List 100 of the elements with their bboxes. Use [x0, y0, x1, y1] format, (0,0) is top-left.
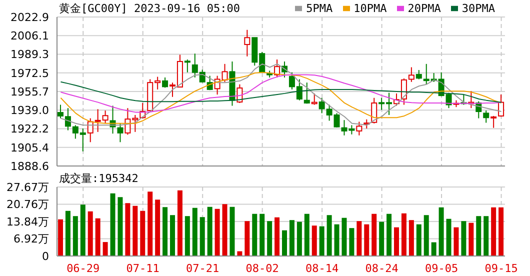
bar — [267, 221, 272, 256]
bar — [110, 193, 116, 256]
bar — [431, 242, 436, 256]
bar — [342, 218, 347, 256]
bar — [476, 216, 482, 256]
x-tick-label: 08-02 — [246, 262, 279, 275]
x-tick-label: 08-14 — [306, 262, 339, 275]
bar — [184, 216, 190, 256]
bar — [394, 227, 399, 256]
bar — [260, 214, 265, 256]
x-tick-label: 09-15 — [484, 262, 518, 275]
y-tick-label: 1939.0 — [10, 104, 49, 117]
y-tick-label: 1922.2 — [10, 122, 49, 136]
bar — [252, 214, 258, 256]
y-tick-label: 1888.6 — [10, 160, 49, 173]
y-tick-label: 1905.4 — [10, 141, 49, 154]
bar — [207, 206, 212, 256]
bar — [132, 206, 138, 256]
bar — [125, 203, 130, 256]
bar — [222, 204, 228, 256]
candlestick — [304, 82, 310, 104]
y-tick-label: 0 — [42, 250, 49, 263]
candlestick — [498, 94, 504, 118]
bar — [80, 204, 86, 256]
y-tick-label: 2006.1 — [10, 30, 49, 43]
bar — [148, 192, 153, 256]
legend-label: 10PMA — [354, 2, 387, 15]
bar — [244, 221, 250, 256]
bar — [349, 228, 354, 256]
candlestick — [483, 110, 490, 124]
bar — [170, 215, 175, 256]
bar — [484, 216, 489, 256]
bar — [72, 216, 78, 256]
candlestick — [356, 121, 362, 136]
bar — [334, 224, 340, 256]
bar — [88, 211, 93, 256]
bar — [498, 207, 504, 256]
bar — [468, 222, 474, 256]
bar — [416, 224, 422, 256]
bar — [319, 226, 324, 256]
y-tick-label: 1972.5 — [10, 66, 49, 80]
y-tick-label: 1955.7 — [10, 85, 49, 98]
candlestick — [311, 92, 318, 106]
bar — [162, 207, 168, 256]
bar — [312, 226, 317, 256]
bar — [356, 221, 362, 256]
bar — [102, 242, 108, 256]
candlestick — [408, 66, 414, 82]
bar — [326, 215, 332, 256]
bar — [118, 197, 123, 256]
candlestick — [490, 115, 497, 128]
candlestick — [371, 97, 378, 124]
x-tick-label: 07-11 — [126, 262, 160, 275]
bar — [491, 207, 496, 256]
bar — [289, 220, 294, 256]
y-tick-label: 20.76万 — [6, 198, 49, 212]
x-tick-label: 07-21 — [186, 262, 220, 275]
bar — [140, 210, 146, 256]
bar — [214, 208, 220, 256]
y-tick-label: 6.92万 — [14, 232, 49, 246]
candlestick — [117, 122, 124, 143]
bar — [461, 221, 466, 256]
bar — [58, 219, 63, 256]
bar — [364, 224, 370, 256]
legend-label: 30PMA — [462, 2, 495, 15]
y-tick-label: 13.84万 — [6, 215, 49, 228]
bar — [408, 220, 414, 256]
bar — [65, 210, 70, 256]
x-tick-label: 08-24 — [365, 262, 399, 275]
bar — [401, 213, 406, 256]
candlestick — [416, 70, 422, 80]
legend-label: 5PMA — [306, 2, 333, 15]
chart-title: 成交量:195342 — [59, 171, 138, 186]
x-tick-label: 09-05 — [424, 262, 458, 275]
y-tick-label: 1989.3 — [10, 48, 49, 62]
bar — [304, 214, 310, 256]
bar — [274, 217, 280, 256]
candlestick — [162, 76, 168, 88]
candlestick — [244, 29, 250, 57]
bar — [372, 214, 377, 256]
x-tick-label: 06-29 — [66, 262, 100, 275]
bar — [230, 206, 235, 256]
bar — [155, 200, 160, 256]
chart-title: 黄金[GC00Y] 2023-09-16 05:00 — [59, 1, 240, 16]
bar — [282, 230, 287, 256]
bar — [177, 190, 182, 256]
candlestick — [274, 58, 280, 78]
y-tick-label: 27.67万 — [6, 180, 49, 194]
bar — [454, 227, 459, 256]
bar — [192, 208, 198, 256]
bar — [296, 222, 302, 256]
legend-label: 20PMA — [408, 2, 441, 15]
bar — [438, 207, 444, 256]
bar — [95, 218, 100, 256]
bar — [379, 222, 384, 256]
bar — [446, 218, 452, 256]
bar — [200, 217, 205, 256]
candlestick — [184, 58, 190, 73]
y-tick-label: 2022.9 — [10, 10, 49, 24]
bar — [424, 215, 429, 256]
